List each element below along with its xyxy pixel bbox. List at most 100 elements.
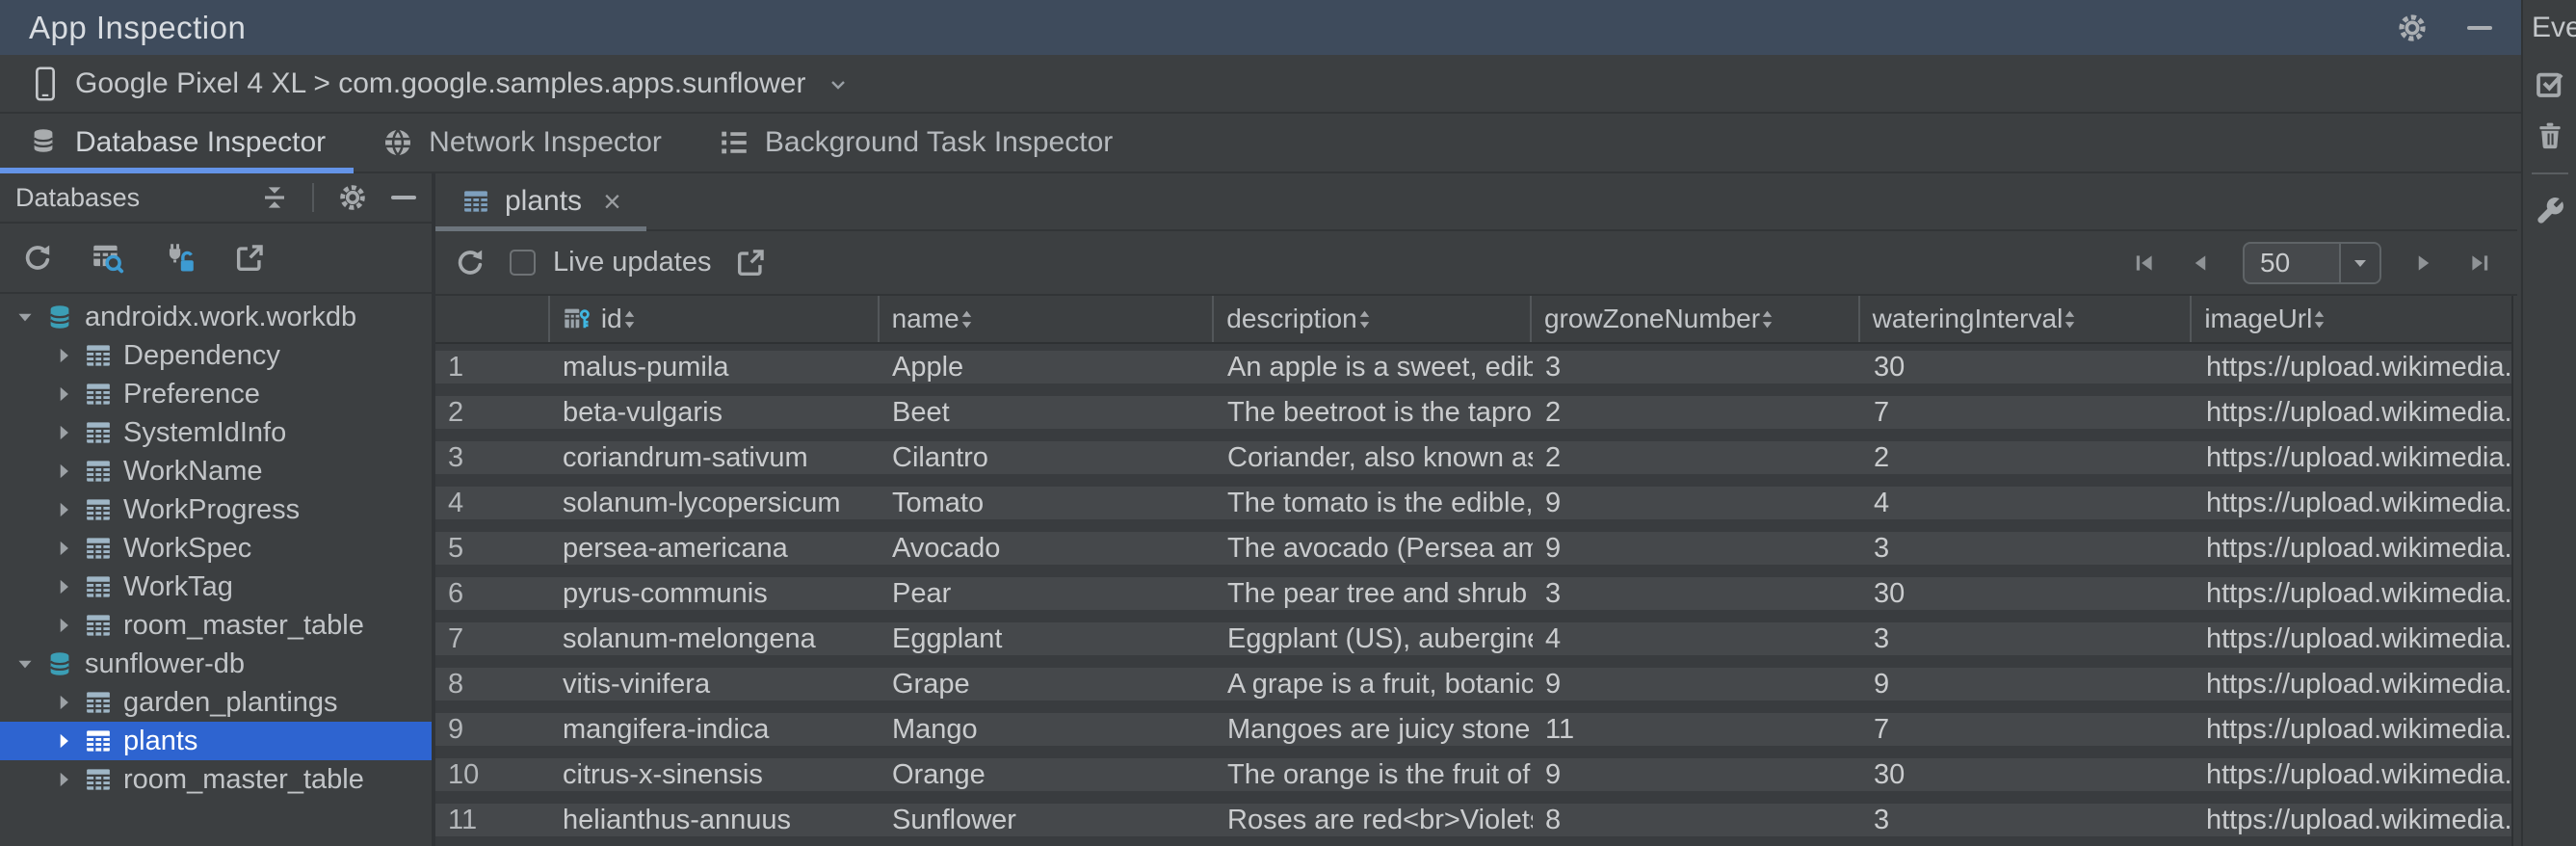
cell-description[interactable]: An apple is a sweet, edible f: [1227, 351, 1533, 383]
cell-imageUrl[interactable]: https://upload.wikimedia.or: [2206, 577, 2511, 609]
tab-database-inspector[interactable]: Database Inspector: [0, 114, 355, 173]
table-row[interactable]: 2 beta-vulgaris Beet The beetroot is the ta…: [435, 389, 2511, 435]
cell-imageUrl[interactable]: https://upload.wikimedia.or: [2206, 713, 2511, 745]
wrench-icon[interactable]: [2535, 196, 2565, 226]
table-row[interactable]: 1 malus-pumila Apple An apple is a sweet, e…: [435, 344, 2511, 389]
chevron-right-icon[interactable]: [52, 729, 75, 753]
cell-id[interactable]: citrus-x-sinensis: [563, 758, 763, 790]
cell-name[interactable]: Avocado: [892, 532, 1001, 564]
collapse-all-icon[interactable]: [260, 183, 289, 212]
tree-item-Preference[interactable]: Preference: [0, 375, 432, 413]
cell-wateringInterval[interactable]: 30: [1874, 577, 1906, 609]
chevron-right-icon[interactable]: [52, 383, 75, 406]
chevron-down-icon[interactable]: [13, 305, 37, 329]
cell-description[interactable]: Roses are red<br>Violets a: [1227, 804, 1533, 835]
previous-page-icon[interactable]: [2187, 250, 2214, 277]
tree-item-WorkProgress[interactable]: WorkProgress: [0, 490, 432, 529]
table-row[interactable]: 5 persea-americana Avocado The avocado (Per…: [435, 525, 2511, 570]
first-page-icon[interactable]: [2131, 250, 2158, 277]
column-header-wateringInterval[interactable]: wateringInterval: [1860, 296, 2193, 342]
chevron-right-icon[interactable]: [52, 614, 75, 637]
chevron-right-icon[interactable]: [52, 537, 75, 560]
cell-name[interactable]: Apple: [892, 351, 964, 383]
chevron-down-icon[interactable]: [827, 72, 850, 95]
cell-description[interactable]: The tomato is the edible, o: [1227, 487, 1533, 518]
table-row[interactable]: 7 solanum-melongena Eggplant Eggplant (US),…: [435, 616, 2511, 661]
column-header-name[interactable]: name: [880, 296, 1215, 342]
cell-description[interactable]: The beetroot is the taproot: [1227, 396, 1533, 428]
chevron-right-icon[interactable]: [52, 768, 75, 791]
device-process-selector[interactable]: Google Pixel 4 XL > com.google.samples.a…: [75, 66, 806, 99]
cell-growZoneNumber[interactable]: 3: [1545, 577, 1562, 609]
tree-item-garden_plantings[interactable]: garden_plantings: [0, 683, 432, 722]
chevron-right-icon[interactable]: [52, 498, 75, 521]
panel-settings-gear-icon[interactable]: [337, 182, 368, 213]
cell-id[interactable]: coriandrum-sativum: [563, 441, 808, 473]
right-tool-window-label[interactable]: Even: [2532, 11, 2576, 43]
cell-growZoneNumber[interactable]: 2: [1545, 441, 1562, 473]
page-size-combobox[interactable]: 50: [2243, 241, 2381, 284]
cell-name[interactable]: Tomato: [892, 487, 985, 518]
cell-id[interactable]: persea-americana: [563, 532, 788, 564]
chevron-right-icon[interactable]: [52, 421, 75, 444]
tree-item-WorkSpec[interactable]: WorkSpec: [0, 529, 432, 568]
trash-icon[interactable]: [2536, 120, 2564, 151]
table-row[interactable]: 9 mangifera-indica Mango Mangoes are juicy …: [435, 706, 2511, 752]
cell-growZoneNumber[interactable]: 3: [1545, 351, 1562, 383]
cell-wateringInterval[interactable]: 2: [1874, 441, 1890, 473]
cell-description[interactable]: The avocado (Persea amer: [1227, 532, 1533, 564]
cell-id[interactable]: vitis-vinifera: [563, 668, 711, 700]
tab-network-inspector[interactable]: Network Inspector: [354, 114, 690, 172]
tree-item-room_master_table[interactable]: room_master_table: [0, 606, 432, 645]
cell-name[interactable]: Grape: [892, 668, 970, 700]
cell-id[interactable]: beta-vulgaris: [563, 396, 723, 428]
settings-gear-icon[interactable]: [2396, 12, 2429, 44]
cell-growZoneNumber[interactable]: 9: [1545, 668, 1562, 700]
chevron-down-icon[interactable]: [13, 652, 37, 675]
cell-imageUrl[interactable]: https://upload.wikimedia.or: [2206, 668, 2511, 700]
next-page-icon[interactable]: [2410, 250, 2437, 277]
cell-growZoneNumber[interactable]: 8: [1545, 804, 1562, 835]
cell-name[interactable]: Beet: [892, 396, 950, 428]
chevron-right-icon[interactable]: [52, 344, 75, 367]
run-query-icon[interactable]: [91, 242, 125, 275]
cell-wateringInterval[interactable]: 3: [1874, 532, 1890, 564]
cell-name[interactable]: Sunflower: [892, 804, 1016, 835]
cell-name[interactable]: Pear: [892, 577, 952, 609]
checkbox-checked-icon[interactable]: [2535, 68, 2565, 99]
tree-item-WorkTag[interactable]: WorkTag: [0, 568, 432, 606]
chevron-right-icon[interactable]: [52, 575, 75, 598]
tree-item-androidx.work.workdb[interactable]: androidx.work.workdb: [0, 298, 432, 336]
column-header-imageUrl[interactable]: imageUrl: [2192, 296, 2511, 342]
tree-item-room_master_table[interactable]: room_master_table: [0, 760, 432, 799]
cell-wateringInterval[interactable]: 9: [1874, 668, 1890, 700]
cell-description[interactable]: Eggplant (US), aubergine (: [1227, 622, 1533, 654]
table-row[interactable]: 3 coriandrum-sativum Cilantro Coriander, al…: [435, 435, 2511, 480]
cell-wateringInterval[interactable]: 3: [1874, 804, 1890, 835]
cell-growZoneNumber[interactable]: 11: [1545, 713, 1575, 745]
refresh-icon[interactable]: [21, 242, 54, 275]
cell-imageUrl[interactable]: https://upload.wikimedia.or: [2206, 396, 2511, 428]
refresh-table-icon[interactable]: [454, 247, 486, 279]
tree-item-Dependency[interactable]: Dependency: [0, 336, 432, 375]
cell-imageUrl[interactable]: https://upload.wikimedia.or: [2206, 532, 2511, 564]
cell-wateringInterval[interactable]: 7: [1874, 396, 1890, 428]
table-row[interactable]: 11 helianthus-annuus Sunflower Roses are re…: [435, 797, 2511, 842]
table-row[interactable]: 8 vitis-vinifera Grape A grape is a fruit, …: [435, 661, 2511, 706]
cell-imageUrl[interactable]: https://upload.wikimedia.or: [2206, 804, 2511, 835]
cell-wateringInterval[interactable]: 4: [1874, 487, 1890, 518]
cell-imageUrl[interactable]: https://upload.wikimedia.or: [2206, 758, 2511, 790]
cell-growZoneNumber[interactable]: 4: [1545, 622, 1562, 654]
cell-name[interactable]: Cilantro: [892, 441, 988, 473]
live-updates-checkbox[interactable]: [510, 250, 536, 276]
cell-id[interactable]: pyrus-communis: [563, 577, 768, 609]
cell-imageUrl[interactable]: https://upload.wikimedia.or: [2206, 487, 2511, 518]
tab-plants[interactable]: plants ×: [435, 173, 646, 231]
cell-id[interactable]: malus-pumila: [563, 351, 729, 383]
tab-background-inspector[interactable]: Background Task Inspector: [690, 114, 1141, 172]
cell-id[interactable]: solanum-melongena: [563, 622, 816, 654]
cell-wateringInterval[interactable]: 3: [1874, 622, 1890, 654]
export-table-icon[interactable]: [734, 247, 767, 279]
cell-id[interactable]: mangifera-indica: [563, 713, 770, 745]
last-page-icon[interactable]: [2466, 250, 2493, 277]
